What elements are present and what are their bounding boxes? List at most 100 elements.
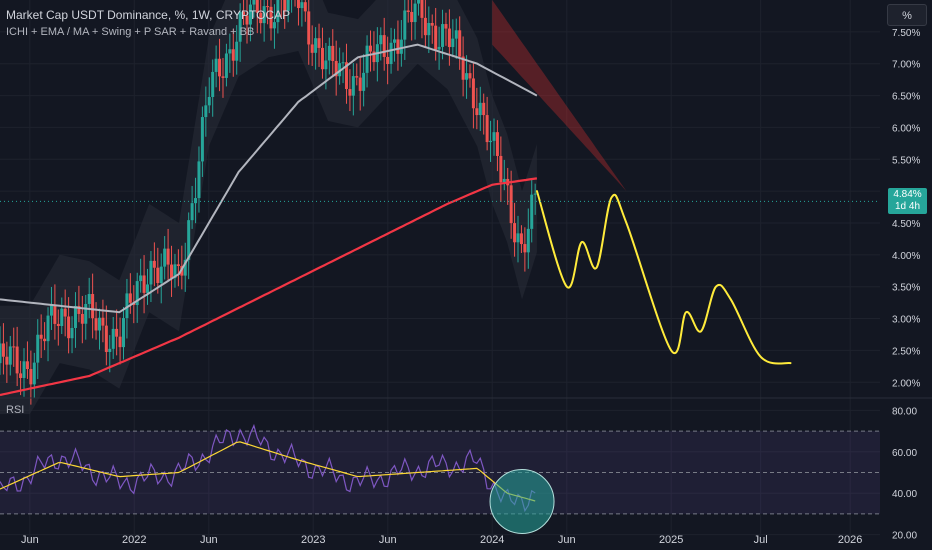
candle-body — [334, 60, 338, 77]
candle-body — [262, 6, 266, 24]
ma50-line — [0, 43, 538, 314]
candle-body — [149, 260, 153, 285]
rsi-axis-label: 40.00 — [892, 489, 917, 500]
candle-body — [53, 304, 57, 324]
candle-body — [286, 0, 290, 11]
candle-body — [495, 132, 499, 156]
projection-path — [535, 190, 792, 365]
candle-body — [255, 0, 259, 13]
candle-body — [46, 315, 50, 342]
time-axis-label: Jun — [200, 534, 218, 546]
time-axis-label: Jul — [754, 534, 768, 546]
candle-body — [108, 348, 112, 352]
candle-body — [228, 49, 232, 54]
candle-body — [513, 223, 517, 243]
candle-body — [259, 12, 263, 24]
candle-body — [417, 0, 421, 4]
candle-body — [303, 2, 307, 12]
indicator-list[interactable]: ICHI + EMA / MA + Swing + P SAR + Ravand… — [6, 26, 255, 38]
candle-body — [434, 25, 438, 50]
candle-body — [15, 346, 19, 374]
candle-body — [519, 233, 523, 245]
candle-body — [368, 45, 372, 52]
symbol-title[interactable]: Market Cap USDT Dominance, %, 1W, CRYPTO… — [6, 8, 291, 22]
candle-body — [187, 220, 191, 260]
candle-body — [499, 155, 503, 183]
candle-body — [523, 244, 527, 253]
candle-body — [296, 0, 300, 9]
candle-body — [104, 325, 108, 352]
candle-body — [327, 45, 331, 61]
candle-body — [214, 58, 218, 72]
candle-body — [125, 293, 129, 319]
candle-body — [423, 17, 427, 36]
candle-body — [475, 108, 479, 116]
candle-body — [441, 24, 445, 47]
candle-body — [410, 11, 414, 23]
bar-countdown: 1d 4h — [894, 201, 921, 212]
candle-body — [67, 316, 71, 339]
price-axis-label: 7.50% — [892, 28, 920, 39]
candle-body — [461, 56, 465, 80]
candle-body — [351, 76, 355, 96]
price-axis-label: 3.50% — [892, 283, 920, 294]
price-axis-label: 2.00% — [892, 378, 920, 389]
ichimoku-cloud — [492, 0, 627, 192]
candle-body — [389, 42, 393, 65]
candle-body — [447, 28, 451, 48]
candle-body — [355, 76, 359, 78]
candle-body — [56, 323, 60, 326]
price-axis-label: 3.00% — [892, 315, 920, 326]
price-axis-label: 7.00% — [892, 60, 920, 71]
candle-body — [269, 6, 273, 29]
candle-body — [465, 73, 469, 80]
time-axis-label: Jun — [21, 534, 39, 546]
candle-body — [454, 30, 458, 39]
candle-body — [139, 275, 143, 282]
candle-body — [22, 361, 26, 378]
price-axis-label: 5.50% — [892, 155, 920, 166]
candle-body — [142, 275, 146, 293]
last-price-tag: 4.84% 1d 4h — [888, 188, 927, 214]
candle-body — [399, 39, 403, 54]
candle-body — [530, 194, 534, 229]
candle-body — [403, 10, 407, 40]
candle-body — [115, 328, 119, 337]
rsi-pane-label[interactable]: RSI — [6, 404, 25, 416]
time-axis-label: 2024 — [480, 534, 504, 546]
candle-body — [266, 6, 270, 8]
candle-body — [170, 264, 174, 279]
candle-body — [338, 63, 342, 77]
candle-body — [526, 228, 530, 253]
candle-body — [39, 334, 43, 339]
price-axis-label: 6.00% — [892, 123, 920, 134]
candle-body — [283, 0, 287, 11]
candle-body — [344, 62, 348, 90]
candle-body — [156, 267, 160, 283]
candle-body — [471, 78, 475, 109]
candle-body — [420, 0, 424, 18]
rsi-band-fill — [0, 431, 880, 514]
candle-body — [204, 105, 208, 118]
candle-body — [0, 343, 2, 364]
candle-body — [25, 361, 29, 370]
candle-body — [49, 304, 53, 316]
candle-body — [183, 259, 187, 276]
candle-body — [248, 4, 252, 25]
candle-body — [224, 53, 228, 78]
candle-body — [221, 76, 225, 78]
candle-body — [207, 96, 211, 106]
price-scale-unit-button[interactable]: % — [887, 4, 927, 26]
candle-body — [317, 38, 321, 48]
candle-body — [211, 71, 215, 97]
candle-body — [451, 38, 455, 48]
candle-body — [242, 11, 246, 16]
candle-body — [63, 308, 67, 317]
candle-body — [159, 266, 163, 283]
last-price-value: 4.84% — [893, 189, 922, 200]
candle-body — [200, 117, 204, 162]
candle-body — [101, 317, 105, 326]
candle-body — [111, 328, 115, 349]
candle-body — [413, 3, 417, 23]
